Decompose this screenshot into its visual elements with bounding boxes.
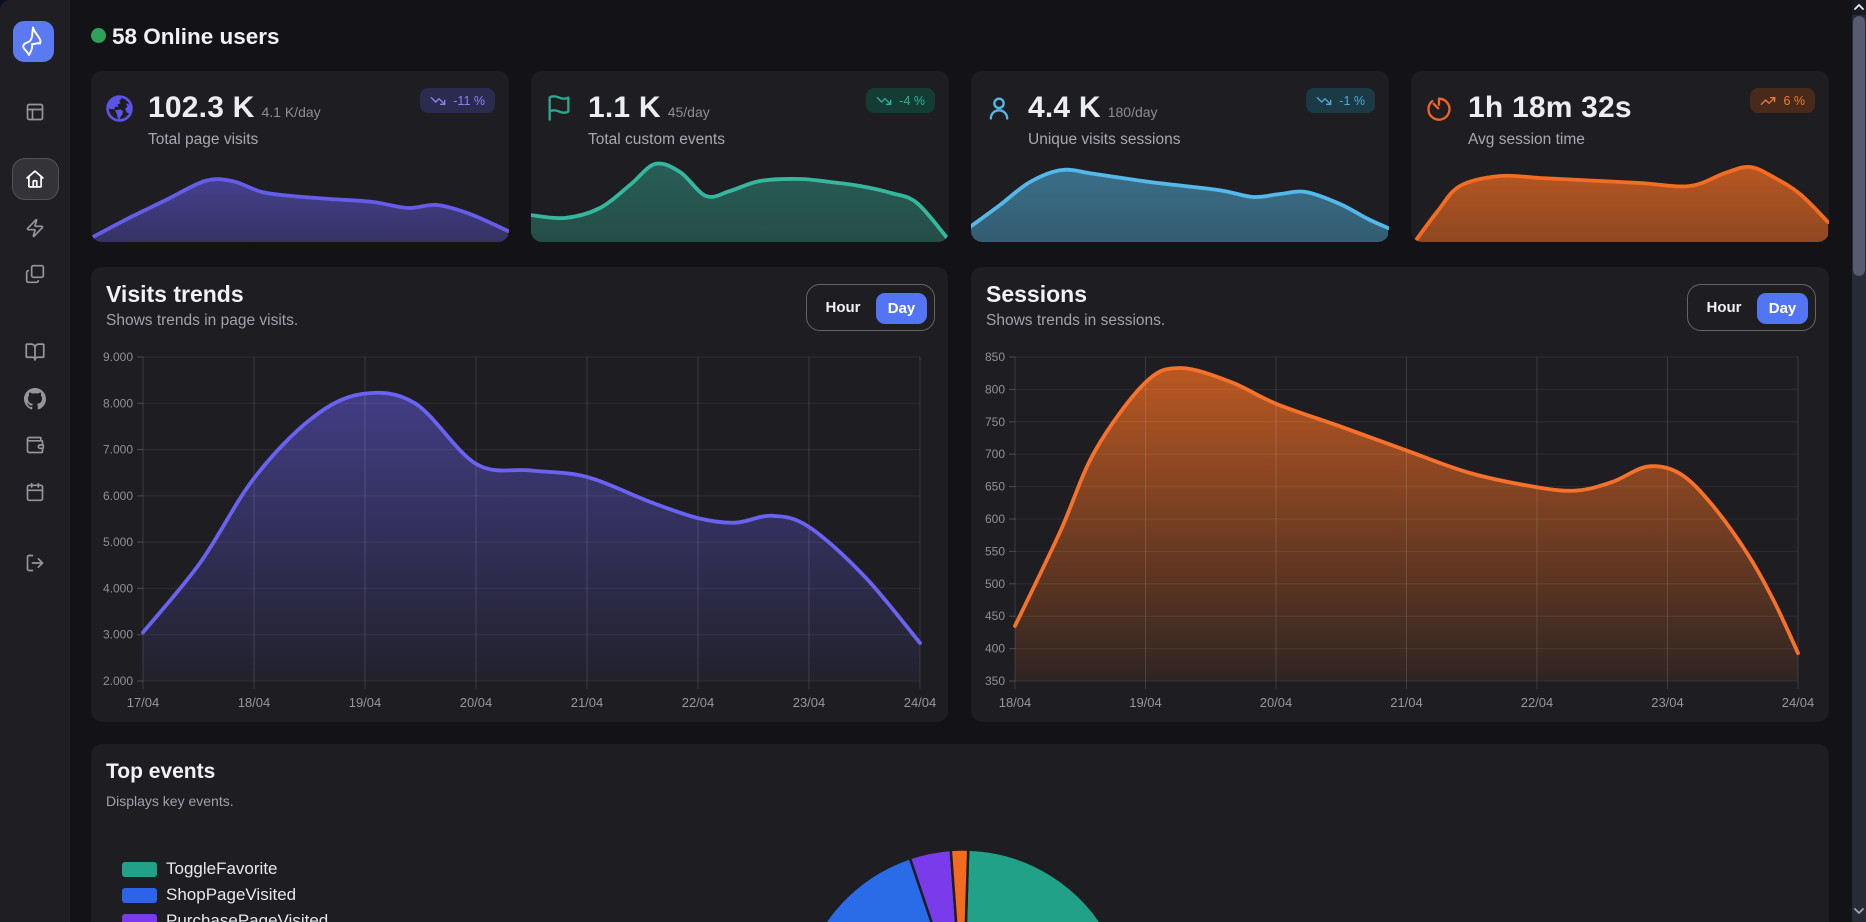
svg-text:18/04: 18/04 — [238, 695, 271, 710]
svg-text:22/04: 22/04 — [682, 695, 715, 710]
svg-text:600: 600 — [985, 512, 1005, 526]
svg-text:23/04: 23/04 — [1651, 695, 1684, 710]
svg-text:2.000: 2.000 — [103, 674, 133, 688]
svg-text:850: 850 — [985, 350, 1005, 364]
svg-text:9.000: 9.000 — [103, 350, 133, 364]
svg-text:20/04: 20/04 — [460, 695, 493, 710]
svg-text:21/04: 21/04 — [571, 695, 604, 710]
svg-text:24/04: 24/04 — [1782, 695, 1815, 710]
svg-text:350: 350 — [985, 674, 1005, 688]
svg-text:23/04: 23/04 — [793, 695, 826, 710]
svg-text:700: 700 — [985, 447, 1005, 461]
svg-text:3.000: 3.000 — [103, 628, 133, 642]
svg-text:450: 450 — [985, 609, 1005, 623]
svg-text:24/04: 24/04 — [904, 695, 937, 710]
svg-text:20/04: 20/04 — [1260, 695, 1293, 710]
svg-text:17/04: 17/04 — [127, 695, 160, 710]
svg-text:8.000: 8.000 — [103, 396, 133, 410]
svg-text:4.000: 4.000 — [103, 581, 133, 595]
svg-text:500: 500 — [985, 577, 1005, 591]
svg-text:550: 550 — [985, 544, 1005, 558]
svg-text:400: 400 — [985, 642, 1005, 656]
svg-text:7.000: 7.000 — [103, 443, 133, 457]
svg-text:22/04: 22/04 — [1521, 695, 1554, 710]
svg-text:18/04: 18/04 — [999, 695, 1032, 710]
svg-text:19/04: 19/04 — [1129, 695, 1162, 710]
svg-text:21/04: 21/04 — [1390, 695, 1423, 710]
svg-text:19/04: 19/04 — [349, 695, 382, 710]
svg-text:650: 650 — [985, 480, 1005, 494]
svg-text:5.000: 5.000 — [103, 535, 133, 549]
svg-text:6.000: 6.000 — [103, 489, 133, 503]
svg-text:800: 800 — [985, 382, 1005, 396]
svg-text:750: 750 — [985, 415, 1005, 429]
